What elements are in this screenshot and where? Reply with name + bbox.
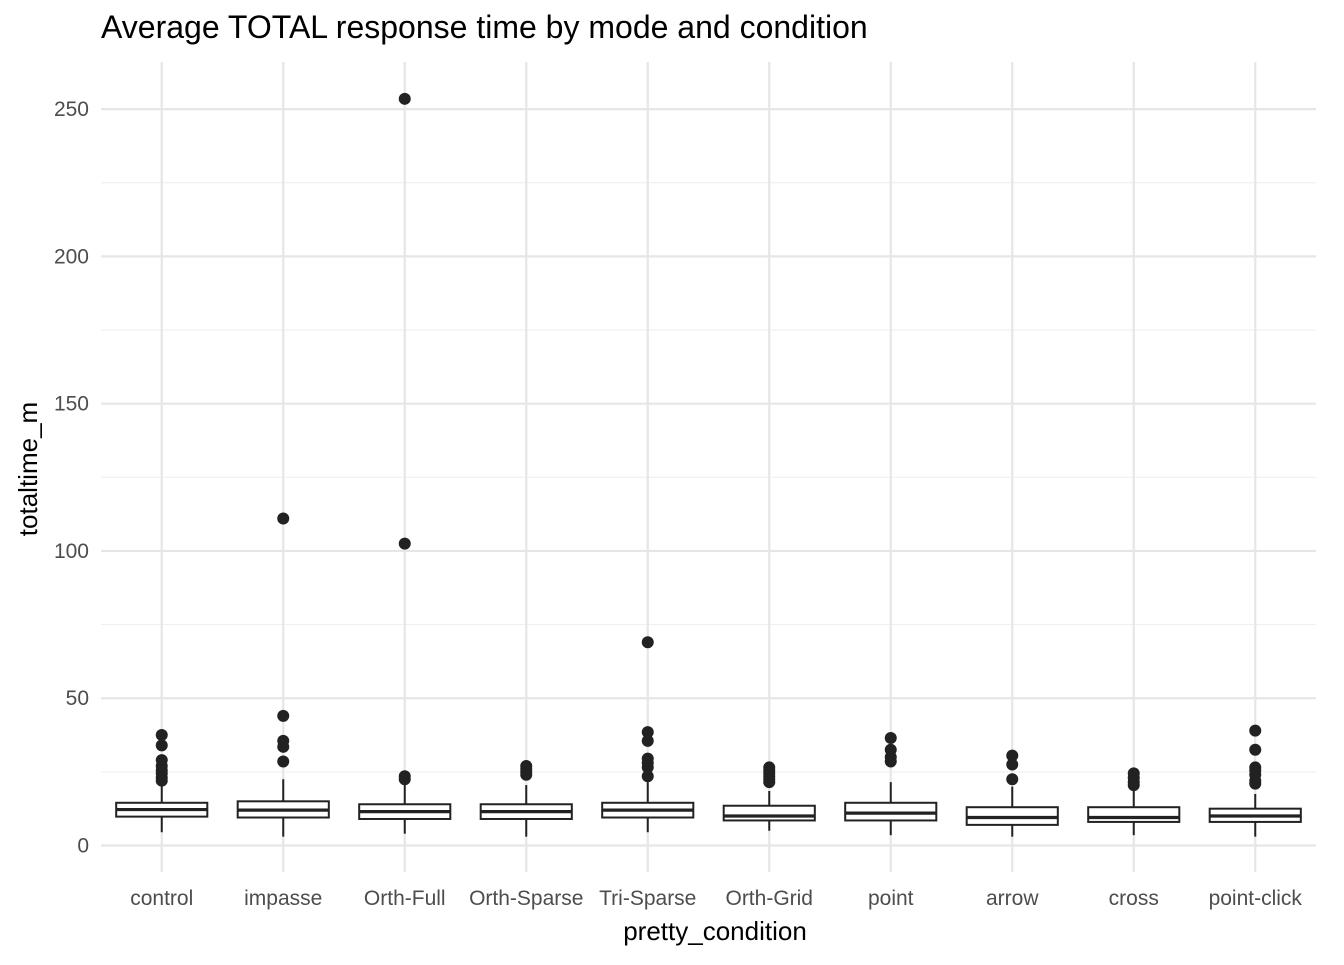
x-tick-label: point-click <box>1209 887 1303 910</box>
outlier-point <box>1006 758 1019 771</box>
x-tick-label: Orth-Full <box>364 887 446 910</box>
outlier-point <box>1249 761 1262 774</box>
x-tick-label: Orth-Sparse <box>469 887 583 910</box>
outlier-point <box>398 537 411 550</box>
y-axis-title: totaltime_m <box>13 402 43 536</box>
boxplot-Orth-Grid <box>722 761 816 831</box>
outlier-point <box>763 761 776 774</box>
boxplot-Orth-Sparse <box>479 759 573 837</box>
box-layer <box>115 92 1302 837</box>
x-tick-label: point <box>868 887 914 910</box>
x-tick-label: Tri-Sparse <box>599 887 696 910</box>
outlier-point <box>520 759 533 772</box>
y-tick-label: 200 <box>54 245 89 268</box>
outlier-point <box>1006 773 1019 786</box>
outlier-point <box>884 743 897 756</box>
boxplot-Orth-Full <box>358 92 452 834</box>
outlier-point <box>1127 767 1140 780</box>
outlier-point <box>641 752 654 765</box>
outlier-point <box>398 770 411 783</box>
outlier-point <box>1249 724 1262 737</box>
y-tick-label: 250 <box>54 98 89 121</box>
outlier-point <box>155 729 168 742</box>
iqr-box <box>1087 806 1181 823</box>
outlier-point <box>641 770 654 783</box>
outlier-point <box>155 739 168 752</box>
boxplot-control <box>115 729 209 833</box>
outlier-point <box>277 734 290 747</box>
boxplot-point-click <box>1208 724 1302 837</box>
boxplot-arrow <box>965 749 1059 837</box>
outlier-point <box>155 754 168 767</box>
outlier-point <box>277 709 290 722</box>
chart-title: Average TOTAL response time by mode and … <box>101 9 868 45</box>
outlier-point <box>398 92 411 105</box>
boxplot-impasse <box>236 512 330 837</box>
outlier-point <box>277 512 290 525</box>
y-tick-label: 150 <box>54 393 89 416</box>
x-tick-label: Orth-Grid <box>725 887 813 910</box>
boxplot-point <box>844 731 938 836</box>
x-tick-label: cross <box>1109 887 1159 910</box>
y-tick-label: 50 <box>66 687 89 710</box>
boxplot-cross <box>1087 767 1181 836</box>
outlier-point <box>277 755 290 768</box>
x-tick-label: impasse <box>244 887 322 910</box>
outlier-point <box>1249 743 1262 756</box>
outlier-point <box>641 734 654 747</box>
iqr-box <box>722 804 816 822</box>
outlier-point <box>1006 749 1019 762</box>
boxplot-Tri-Sparse <box>601 636 695 833</box>
outlier-point <box>641 726 654 739</box>
x-axis-title: pretty_condition <box>623 916 807 946</box>
y-tick-label: 0 <box>77 834 89 857</box>
outlier-point <box>884 731 897 744</box>
tick-layer: 0 50 100 150 200 250 control impasse Orth-Full Or… <box>54 98 1302 910</box>
y-tick-label: 100 <box>54 540 89 563</box>
x-tick-label: control <box>130 887 193 910</box>
outlier-point <box>641 636 654 649</box>
x-tick-label: arrow <box>986 887 1039 910</box>
